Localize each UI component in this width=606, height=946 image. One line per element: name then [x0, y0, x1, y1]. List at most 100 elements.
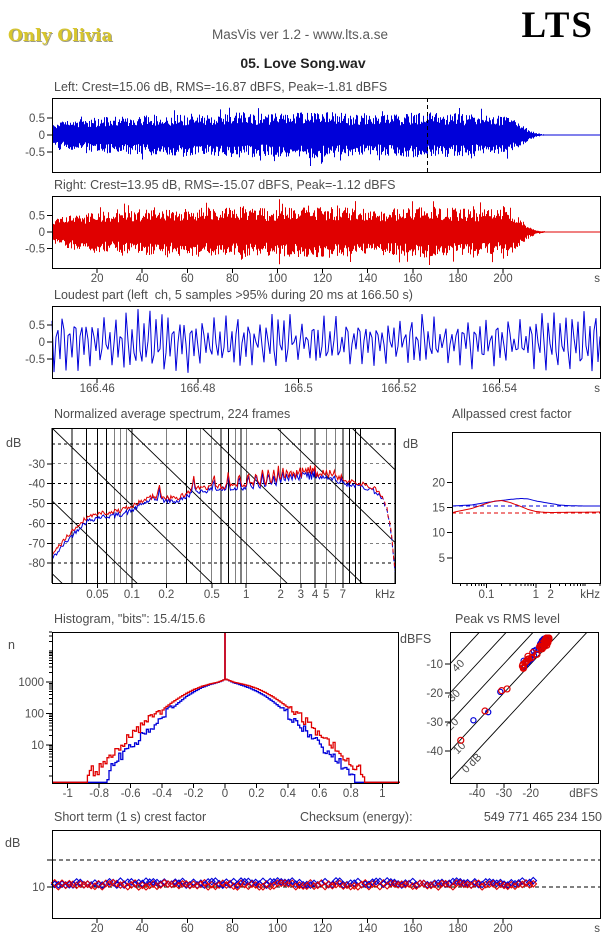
song-title: 05. Love Song.wav: [240, 55, 366, 71]
short-term-plot: 10 20 40 60 80 100 120 140 160 180 200 s: [32, 830, 601, 935]
checksum-label: Checksum (energy):: [300, 810, 413, 824]
svg-text:60: 60: [181, 923, 194, 935]
svg-text:166.52: 166.52: [381, 383, 416, 395]
svg-text:160: 160: [403, 273, 422, 285]
svg-text:-40: -40: [469, 788, 486, 800]
svg-text:-30: -30: [426, 717, 443, 729]
svg-text:0: 0: [39, 227, 45, 239]
svg-text:-70: -70: [28, 538, 45, 550]
svg-text:5: 5: [439, 553, 445, 565]
svg-text:0.5: 0.5: [29, 320, 45, 332]
spectrum-title: Normalized average spectrum, 224 frames: [54, 407, 291, 421]
svg-text:30: 30: [446, 688, 463, 705]
spectrum-plot: -30 -40 -50 -60 -70 -80 0.05 0.1 0.2 0.5 1 2 3 4 5 7 kHz: [28, 428, 396, 601]
histogram-title: Histogram, "bits": 15.4/15.6: [54, 612, 206, 626]
svg-text:166.48: 166.48: [180, 383, 215, 395]
svg-text:80: 80: [226, 273, 239, 285]
svg-text:20: 20: [91, 273, 104, 285]
svg-text:1: 1: [379, 788, 385, 800]
svg-text:s: s: [594, 923, 600, 935]
svg-text:10: 10: [451, 740, 468, 757]
svg-text:120: 120: [313, 923, 332, 935]
loudest-part-title: Loudest part (left ch, 5 samples >95% du…: [54, 288, 413, 302]
svg-text:0: 0: [39, 337, 45, 349]
svg-text:100: 100: [268, 273, 287, 285]
svg-text:0.5: 0.5: [29, 210, 45, 222]
svg-text:0.1: 0.1: [478, 589, 494, 601]
svg-text:140: 140: [358, 923, 377, 935]
svg-text:40: 40: [136, 273, 149, 285]
svg-text:10: 10: [31, 740, 44, 752]
svg-text:180: 180: [448, 273, 467, 285]
svg-text:200: 200: [493, 273, 512, 285]
allpassed-y-unit: dB: [403, 437, 419, 451]
svg-text:-30: -30: [28, 459, 45, 471]
svg-text:20: 20: [444, 716, 461, 733]
svg-text:7: 7: [340, 589, 346, 601]
app-version-label: MasVis ver 1.2 - www.lts.a.se: [211, 27, 389, 42]
svg-text:0.2: 0.2: [248, 788, 264, 800]
checksum-value: 549 771 465 234 150: [483, 810, 602, 824]
svg-text:kHz: kHz: [375, 589, 395, 601]
svg-text:-0.2: -0.2: [184, 788, 204, 800]
svg-text:-0.4: -0.4: [152, 788, 172, 800]
svg-text:kHz: kHz: [580, 589, 600, 601]
svg-text:-0.6: -0.6: [121, 788, 141, 800]
allpassed-title: Allpassed crest factor: [452, 407, 572, 421]
short-term-title: Short term (1 s) crest factor: [54, 810, 207, 824]
svg-text:-30: -30: [496, 788, 513, 800]
svg-text:0.4: 0.4: [280, 788, 297, 800]
svg-text:0.5: 0.5: [29, 113, 45, 125]
lts-logo: LTS: [521, 5, 594, 46]
svg-text:0.6: 0.6: [311, 788, 327, 800]
svg-text:10: 10: [32, 882, 45, 894]
svg-text:20: 20: [91, 923, 104, 935]
svg-text:10: 10: [432, 528, 445, 540]
svg-text:2: 2: [277, 589, 283, 601]
peak-vs-rms-y-unit: dBFS: [400, 632, 432, 646]
loudest-plot: 0.5 0 -0.5 166.46 166.48 166.5 166.52 166.54 s: [25, 306, 601, 395]
left-wave-title: Left: Crest=15.06 dB, RMS=-16.87 dBFS, P…: [54, 80, 388, 94]
right-wave-plot: 0.5 0 -0.5 20 40 60 80 100 120 140 160 180 200 s: [25, 196, 601, 285]
svg-text:0.2: 0.2: [158, 589, 174, 601]
histogram-plot: 1000 100 10 -1 -0.8 -0.6 -0.4 -0.2 0 0.2 0.4 0.6 0.8…: [18, 631, 400, 800]
svg-text:4: 4: [312, 589, 319, 601]
svg-text:-0.8: -0.8: [89, 788, 109, 800]
svg-text:-0.5: -0.5: [25, 354, 45, 366]
svg-text:180: 180: [448, 923, 467, 935]
svg-text:1000: 1000: [18, 677, 44, 689]
svg-text:20: 20: [432, 477, 445, 489]
svg-text:-40: -40: [28, 479, 45, 491]
svg-text:0.8: 0.8: [343, 788, 359, 800]
svg-text:-20: -20: [522, 788, 539, 800]
svg-text:0.05: 0.05: [86, 589, 108, 601]
right-wave-title: Right: Crest=13.95 dB, RMS=-15.07 dBFS, …: [54, 178, 396, 192]
svg-text:2: 2: [547, 589, 553, 601]
svg-text:-40: -40: [426, 746, 443, 758]
histogram-y-unit: n: [8, 638, 15, 652]
left-wave-plot: 0.5 0 -0.5: [25, 98, 601, 173]
svg-text:40: 40: [450, 658, 467, 675]
svg-text:200: 200: [493, 923, 512, 935]
svg-text:140: 140: [358, 273, 377, 285]
svg-text:-1: -1: [63, 788, 73, 800]
svg-text:3: 3: [298, 589, 304, 601]
svg-text:-0.5: -0.5: [25, 244, 45, 256]
brand-label: Only Olivia: [8, 26, 113, 46]
allpassed-plot: 20 15 10 5 0.1 1 2 kHz: [432, 432, 601, 601]
svg-text:1: 1: [533, 589, 539, 601]
svg-text:166.46: 166.46: [80, 383, 115, 395]
peak-vs-rms-title: Peak vs RMS level: [455, 612, 560, 626]
svg-text:-60: -60: [28, 518, 45, 530]
svg-text:100: 100: [268, 923, 287, 935]
spectrum-y-unit: dB: [6, 436, 22, 450]
svg-text:0.5: 0.5: [204, 589, 220, 601]
svg-text:1: 1: [243, 589, 249, 601]
svg-text:-10: -10: [426, 659, 443, 671]
svg-text:120: 120: [313, 273, 332, 285]
svg-text:166.54: 166.54: [482, 383, 518, 395]
svg-text:-20: -20: [426, 688, 443, 700]
svg-text:-0.5: -0.5: [25, 147, 45, 159]
